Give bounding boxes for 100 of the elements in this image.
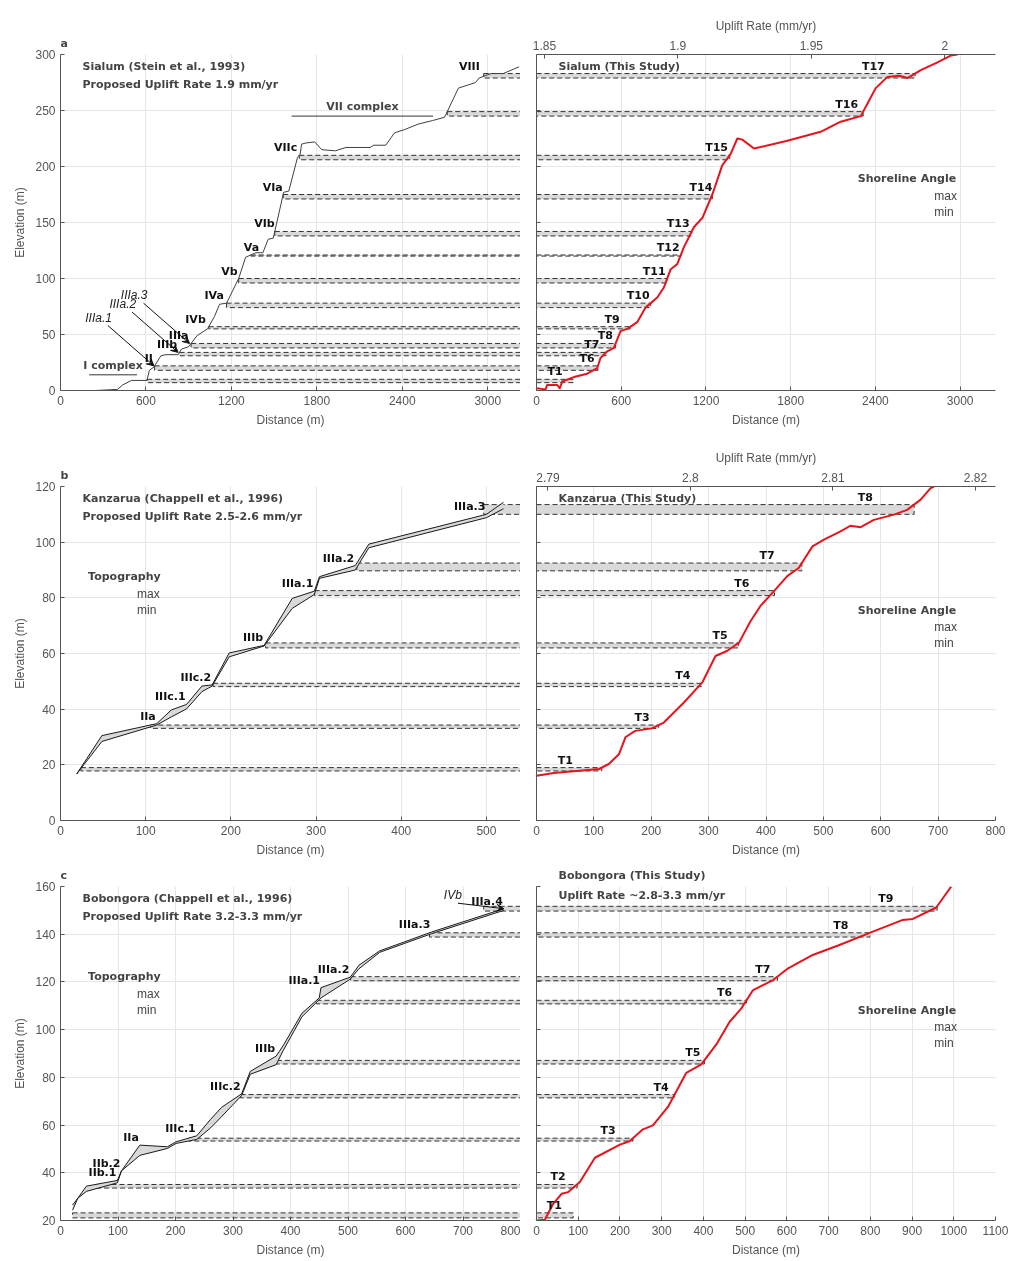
annotation: VIII xyxy=(458,59,480,73)
annotation: IIIa.3 xyxy=(398,918,431,932)
text: Proposed Uplift Rate 1.9 mm/yr xyxy=(82,77,279,91)
x-tick-label: 500 xyxy=(813,823,834,838)
y-tick-label: 20 xyxy=(42,758,56,773)
x-tick-label: 2400 xyxy=(388,393,416,408)
annotation: T8 xyxy=(857,490,873,504)
y-tick-label: 120 xyxy=(35,480,56,494)
x-tick-label: 200 xyxy=(165,1223,186,1238)
x-tick-label: 2400 xyxy=(862,393,890,408)
x2-tick-label: 2.8 xyxy=(682,470,700,485)
y-tick-label: 200 xyxy=(35,160,56,174)
x-axis-title: Distance (m) xyxy=(256,412,325,427)
y-tick-label: 160 xyxy=(35,880,56,894)
text: Proposed Uplift Rate 3.2-3.3 mm/yr xyxy=(82,909,303,923)
annotation: T4 xyxy=(675,669,691,683)
y-tick-label: 250 xyxy=(35,104,56,118)
x-tick-label: 0 xyxy=(533,1223,541,1238)
annotation: IIIa.4 xyxy=(471,894,504,908)
annotation: Vb xyxy=(221,264,238,278)
text: Sialum (This Study) xyxy=(558,59,681,73)
x-tick-label: 1000 xyxy=(940,1223,968,1238)
annotation: Shoreline Angle xyxy=(857,1003,957,1017)
x-tick-label: 300 xyxy=(651,1223,673,1238)
text: Proposed Uplift Rate 2.5-2.6 mm/yr xyxy=(82,509,303,523)
y-tick-label: 140 xyxy=(35,927,56,942)
x-tick-label: 400 xyxy=(391,823,412,838)
x2-tick-label: 2.82 xyxy=(963,470,988,485)
x2-tick-label: 2 xyxy=(941,38,949,53)
y-tick-label: 100 xyxy=(35,272,56,286)
x-tick-label: 3000 xyxy=(946,393,974,408)
annotation: T3 xyxy=(600,1124,616,1138)
y-tick-label: 60 xyxy=(42,1118,56,1133)
annotation: T13 xyxy=(666,217,690,231)
x-axis-title: Distance (m) xyxy=(732,1242,801,1257)
x-tick-label: 1200 xyxy=(692,393,720,408)
text: Bobongora (Chappell et al., 1996) xyxy=(82,891,293,905)
x2-axis-title: Uplift Rate (mm/yr) xyxy=(715,450,817,465)
x-tick-label: 400 xyxy=(280,1223,301,1238)
x-tick-label: 500 xyxy=(337,1223,359,1238)
x-axis-title: Distance (m) xyxy=(256,1242,325,1257)
y-tick-label: 20 xyxy=(42,1214,56,1228)
text: Sialum (Stein et al., 1993) xyxy=(82,59,246,73)
annotation: min xyxy=(137,1002,157,1017)
y-tick-label: 150 xyxy=(35,216,56,230)
annotation: Shoreline Angle xyxy=(857,603,957,617)
annotation: Shoreline Angle xyxy=(857,172,957,186)
annotation: T7 xyxy=(759,549,775,563)
x-axis-title: Distance (m) xyxy=(732,412,801,427)
x-tick-label: 300 xyxy=(698,823,719,838)
chart-subtitle: Uplift Rate ~2.8-3.3 mm/yr xyxy=(558,888,726,902)
y-tick-label: 100 xyxy=(35,1023,56,1038)
x-tick-label: 100 xyxy=(568,1223,589,1238)
annotation: IIIc.2 xyxy=(209,1079,241,1093)
annotation: IIIc.2 xyxy=(180,670,212,684)
x-tick-label: 500 xyxy=(476,823,497,838)
annotation: IIIc.1 xyxy=(165,1121,196,1135)
y-tick-label: 80 xyxy=(42,591,56,606)
annotation: IIIa.3 xyxy=(453,500,486,514)
annotation: T15 xyxy=(705,141,728,155)
annotation: T9 xyxy=(878,892,894,906)
x-tick-label: 800 xyxy=(500,1223,521,1238)
annotation: IVa xyxy=(204,289,224,303)
x-tick-label: 700 xyxy=(452,1223,474,1238)
annotation: T4 xyxy=(653,1080,669,1094)
x-tick-label: 600 xyxy=(395,1223,416,1238)
x-tick-label: 300 xyxy=(306,823,327,838)
annotation: min xyxy=(934,636,954,651)
x-tick-label: 1800 xyxy=(777,393,805,408)
text: Kanzarua (Chappell et al., 1996) xyxy=(82,491,284,505)
annotation: VIa xyxy=(262,180,283,194)
annotation: max xyxy=(934,189,957,204)
annotation: T10 xyxy=(626,289,650,303)
x-tick-label: 200 xyxy=(220,823,242,838)
annotation: T5 xyxy=(685,1046,701,1060)
annotation: T7 xyxy=(584,338,600,352)
annotation: Topography xyxy=(88,970,161,984)
annotation: T17 xyxy=(861,59,885,73)
text: c xyxy=(60,868,68,882)
annotation: VIb xyxy=(254,217,275,231)
x-tick-label: 1100 xyxy=(982,1223,1009,1238)
annotation: T6 xyxy=(716,986,733,1000)
x-tick-label: 600 xyxy=(870,823,892,838)
text: a xyxy=(60,36,68,50)
y-tick-label: 50 xyxy=(42,328,56,342)
y-tick-label: 120 xyxy=(35,975,56,990)
x-tick-label: 600 xyxy=(135,393,157,408)
y-axis-title: Elevation (m) xyxy=(13,1018,28,1089)
y-tick-label: 60 xyxy=(42,647,56,661)
x2-tick-label: 1.85 xyxy=(532,38,557,53)
x-tick-label: 100 xyxy=(135,823,157,838)
annotation: T5 xyxy=(712,628,728,642)
y-tick-label: 300 xyxy=(35,48,56,62)
annotation: T7 xyxy=(755,962,771,976)
annotation: max xyxy=(934,1020,957,1035)
x-tick-label: 700 xyxy=(818,1223,839,1238)
x2-tick-label: 2.81 xyxy=(821,470,845,485)
annotation: IVb xyxy=(185,312,206,326)
x-tick-label: 1200 xyxy=(218,393,246,408)
x-tick-label: 0 xyxy=(533,823,541,838)
